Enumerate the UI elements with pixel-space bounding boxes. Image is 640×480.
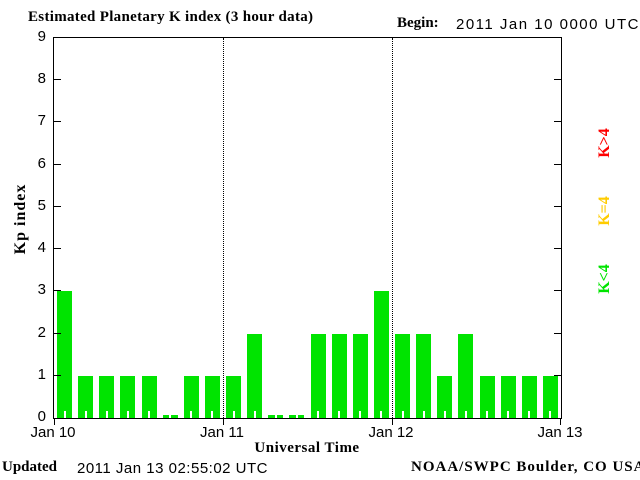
kp-bar <box>205 376 220 418</box>
updated-value: 2011 Jan 13 02:55:02 UTC <box>77 460 269 477</box>
x-axis-day-tick <box>560 419 561 425</box>
legend-k-above-4: K>4 <box>596 128 613 158</box>
kp-bar <box>374 291 389 418</box>
x-axis-title: Universal Time <box>254 440 360 456</box>
minor-tick-3hr <box>317 411 319 418</box>
y-axis-tick <box>554 164 561 165</box>
day-separator-line <box>223 38 224 418</box>
minor-tick-3hr <box>190 411 192 418</box>
x-axis-day-tick <box>223 419 224 425</box>
y-axis-tick <box>554 206 561 207</box>
kp-bar <box>184 376 199 418</box>
day-tick-label: Jan 10 <box>30 424 76 441</box>
x-axis-day-tick <box>54 419 55 425</box>
minor-tick-3hr <box>169 411 171 418</box>
minor-tick-3hr <box>507 411 509 418</box>
source-credit: NOAA/SWPC Boulder, CO USA <box>411 459 640 475</box>
minor-tick-3hr <box>106 411 108 418</box>
y-tick-label: 5 <box>37 197 46 214</box>
minor-tick-3hr <box>275 411 277 418</box>
kp-bar <box>416 334 431 418</box>
minor-tick-3hr <box>528 411 530 418</box>
y-axis-tick <box>554 248 561 249</box>
kp-bar <box>458 334 473 418</box>
legend-k-equals-4: K=4 <box>596 196 613 226</box>
minor-tick-3hr <box>64 411 66 418</box>
minor-tick-3hr <box>380 411 382 418</box>
y-tick-label: 7 <box>37 112 46 129</box>
plot-area <box>53 37 562 425</box>
begin-label: Begin: <box>397 15 439 31</box>
y-axis-tick <box>54 248 61 249</box>
legend-k-below-4: K<4 <box>596 264 613 294</box>
y-axis-tick <box>554 333 561 334</box>
kp-bar <box>78 376 93 418</box>
minor-tick-3hr <box>465 411 467 418</box>
minor-tick-3hr <box>338 411 340 418</box>
minor-tick-3hr <box>402 411 404 418</box>
minor-tick-3hr <box>254 411 256 418</box>
kp-bar <box>311 334 326 418</box>
kp-bar <box>99 376 114 418</box>
y-axis-tick <box>554 290 561 291</box>
begin-value: 2011 Jan 10 0000 UTC <box>456 16 640 33</box>
kp-bar <box>522 376 537 418</box>
y-axis-tick <box>554 375 561 376</box>
kp-bar <box>353 334 368 418</box>
y-tick-label: 0 <box>37 408 46 425</box>
minor-tick-3hr <box>359 411 361 418</box>
kp-bar <box>332 334 347 418</box>
minor-tick-3hr <box>233 411 235 418</box>
y-axis-tick <box>54 206 61 207</box>
y-axis-tick <box>54 290 61 291</box>
kp-bar <box>480 376 495 418</box>
minor-tick-3hr <box>148 411 150 418</box>
y-tick-label: 8 <box>37 70 46 87</box>
kp-bar <box>57 291 72 418</box>
y-tick-label: 1 <box>37 366 46 383</box>
minor-tick-3hr <box>423 411 425 418</box>
minor-tick-3hr <box>127 411 129 418</box>
minor-tick-3hr <box>85 411 87 418</box>
kp-bar <box>543 376 558 418</box>
y-axis-tick <box>554 121 561 122</box>
y-tick-label: 6 <box>37 155 46 172</box>
minor-tick-3hr <box>296 411 298 418</box>
minor-tick-3hr <box>211 411 213 418</box>
y-tick-label: 4 <box>37 239 46 256</box>
chart-title: Estimated Planetary K index (3 hour data… <box>28 9 314 25</box>
day-tick-label: Jan 12 <box>368 424 414 441</box>
y-tick-label: 2 <box>37 324 46 341</box>
day-tick-label: Jan 13 <box>537 424 583 441</box>
kp-bar <box>120 376 135 418</box>
y-axis-tick <box>54 79 61 80</box>
minor-tick-3hr <box>549 411 551 418</box>
kp-bar <box>142 376 157 418</box>
y-axis-tick <box>54 375 61 376</box>
minor-tick-3hr <box>486 411 488 418</box>
kp-bar <box>501 376 516 418</box>
day-separator-line <box>392 38 393 418</box>
x-axis-day-tick <box>392 419 393 425</box>
kp-bar <box>437 376 452 418</box>
minor-tick-3hr <box>444 411 446 418</box>
y-tick-label: 9 <box>37 28 46 45</box>
kp-bar <box>395 334 410 418</box>
y-axis-tick <box>54 121 61 122</box>
updated-label: Updated <box>2 459 58 475</box>
day-tick-label: Jan 11 <box>200 424 244 441</box>
y-axis-tick <box>554 79 561 80</box>
kp-bar <box>226 376 241 418</box>
kp-bar <box>247 334 262 418</box>
y-axis-tick <box>54 164 61 165</box>
y-tick-label: 3 <box>37 281 46 298</box>
y-axis-tick <box>54 333 61 334</box>
